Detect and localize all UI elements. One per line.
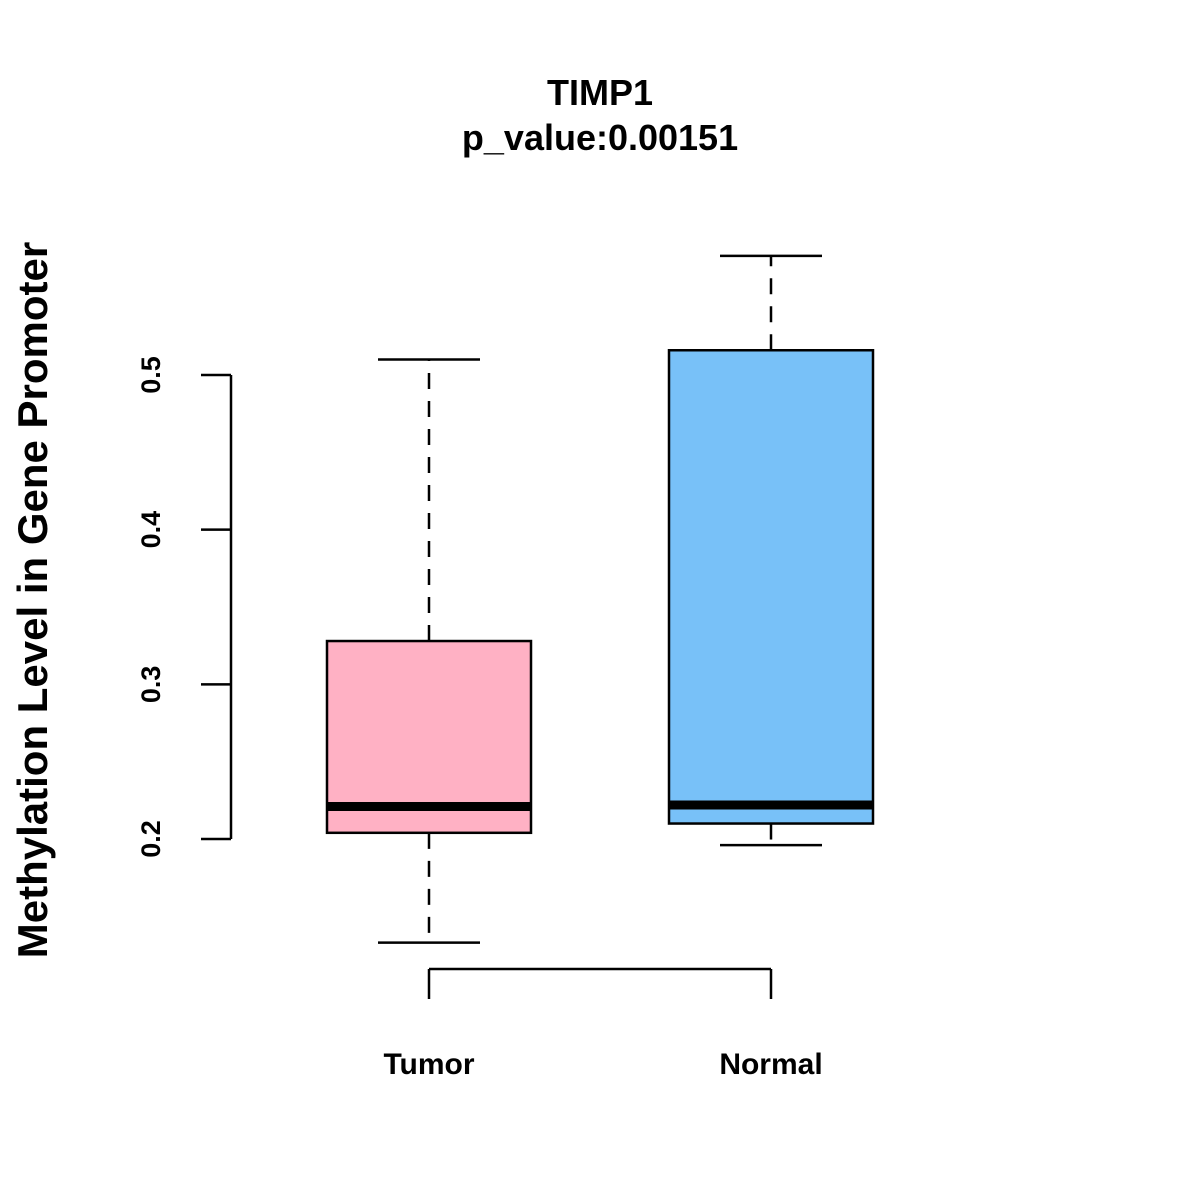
x-axis: Tumor Normal (383, 967, 823, 1081)
box-iqr (667, 349, 875, 825)
x-tick-label: Normal (719, 1048, 822, 1081)
y-axis: 0.2 0.3 0.4 0.5 (136, 356, 233, 858)
x-tick-label: Tumor (383, 1048, 474, 1081)
y-tick-label: 0.4 (136, 511, 166, 549)
box-normal (667, 254, 875, 847)
chart-title: TIMP1 (547, 72, 653, 113)
y-tick-label: 0.3 (136, 666, 166, 704)
y-axis-label: Methylation Level in Gene Promoter (9, 242, 56, 958)
y-tick-label: 0.2 (136, 820, 166, 858)
y-tick-label: 0.5 (136, 356, 166, 394)
box-iqr (325, 639, 533, 835)
boxes (325, 254, 875, 944)
box-tumor (325, 358, 533, 944)
chart-subtitle: p_value:0.00151 (462, 117, 738, 158)
